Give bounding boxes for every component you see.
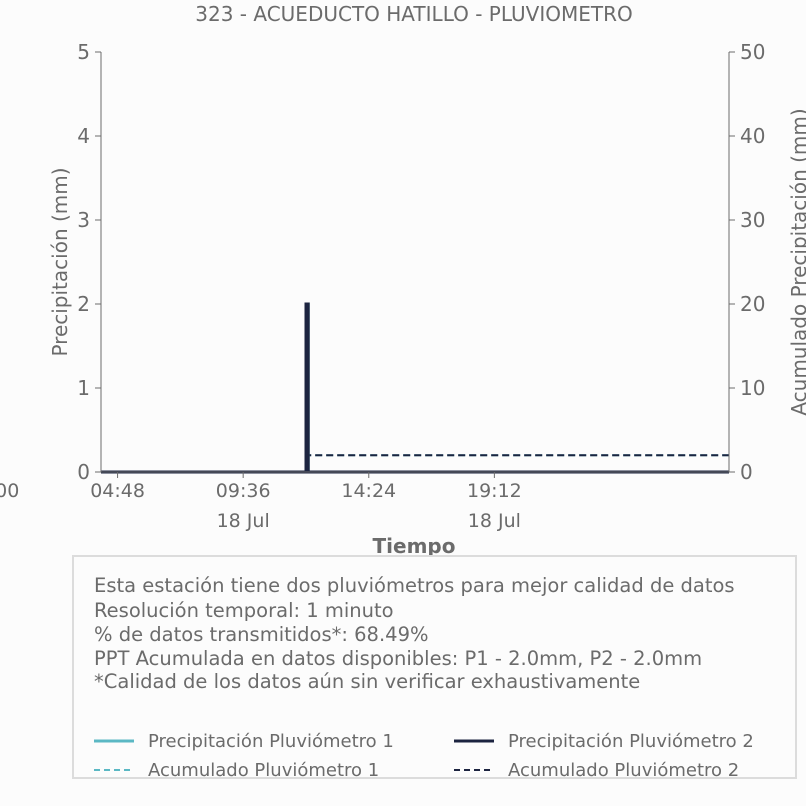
y2-tick-label: 30 [740, 208, 765, 232]
y2-tick-label: 0 [740, 460, 753, 484]
note-line: Esta estación tiene dos pluviómetros par… [94, 574, 735, 597]
y-tick-label: 2 [77, 292, 90, 316]
y-axis-label: Precipitación (mm) [48, 167, 72, 356]
legend-swatch-precip-p2 [454, 739, 494, 743]
legend-swatch-acum-p2 [454, 769, 494, 771]
x-tick-label: 00:00 [0, 480, 19, 502]
legend-label-acum-p1: Acumulado Pluviómetro 1 [148, 760, 380, 781]
y2-tick-label: 50 [740, 40, 765, 64]
y-tick-label: 0 [77, 460, 90, 484]
legend-label-acum-p2: Acumulado Pluviómetro 2 [508, 760, 740, 781]
series-line-acumulado-pluviometro-2 [101, 454, 729, 473]
chart-title: 323 - ACUEDUCTO HATILLO - PLUVIOMETRO [195, 2, 632, 26]
x-tick-sublabel: 18 Jul [217, 510, 270, 532]
x-tick-label: 09:36 [216, 480, 271, 502]
note-line: *Calidad de los datos aún sin verificar … [94, 670, 641, 693]
note-line: Resolución temporal: 1 minuto [94, 599, 394, 622]
legend-label-precip-p2: Precipitación Pluviómetro 2 [508, 731, 754, 752]
x-tick-label: 19:12 [467, 480, 522, 502]
y-tick-label: 4 [77, 124, 90, 148]
note-line: % de datos transmitidos*: 68.49% [94, 623, 429, 646]
y-tick-label: 5 [77, 40, 90, 64]
chart: 323 - ACUEDUCTO HATILLO - PLUVIOMETRO 0 1… [0, 2, 806, 556]
x-tick-label: 14:24 [341, 480, 396, 502]
y2-tick-label: 10 [740, 376, 765, 400]
x-tick-sublabel: 18 Jul [468, 510, 521, 532]
info-legend-box: Esta estación tiene dos pluviómetros par… [72, 555, 797, 781]
legend-swatch-precip-p1 [94, 739, 134, 743]
legend-swatch-acum-p1 [94, 769, 134, 771]
x-axis-label: Tiempo [373, 534, 456, 556]
y2-tick-label: 40 [740, 124, 765, 148]
y-tick-label: 1 [77, 376, 90, 400]
series-line-acumulado-pluviometro-1 [101, 454, 729, 473]
note-line: PPT Acumulada en datos disponibles: P1 -… [94, 647, 703, 670]
y2-tick-label: 20 [740, 292, 765, 316]
series-line-precipitacion-pluviometro-2 [101, 302, 729, 474]
series-line-precipitacion-pluviometro-1 [101, 302, 729, 474]
legend-label-precip-p1: Precipitación Pluviómetro 1 [148, 731, 394, 752]
x-tick-label: 04:48 [90, 480, 145, 502]
y2-axis-label: Acumulado Precipitación (mm) [787, 108, 806, 415]
y-tick-label: 3 [77, 208, 90, 232]
plot-area [101, 302, 729, 474]
